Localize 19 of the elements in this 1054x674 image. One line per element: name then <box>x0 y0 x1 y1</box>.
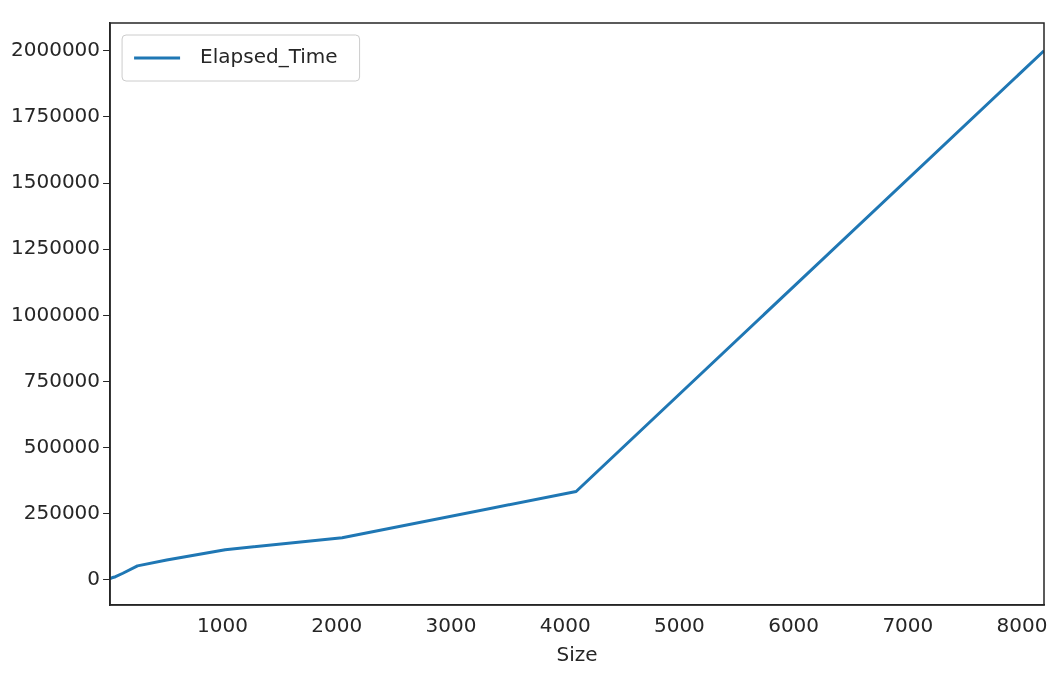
legend-label: Elapsed_Time <box>200 44 338 69</box>
y-tick-label: 1000000 <box>10 301 101 326</box>
y-tick-label: 0 <box>87 566 101 591</box>
y-tick-label: 1750000 <box>10 103 101 128</box>
y-tick-label: 2000000 <box>10 36 101 61</box>
x-tick-label: 2000 <box>311 613 363 638</box>
y-tick-label: 500000 <box>23 433 101 458</box>
x-tick-label: 7000 <box>882 613 934 638</box>
x-tick-label: 3000 <box>425 613 477 638</box>
x-tick-label: 1000 <box>197 613 248 638</box>
x-tick-label: 5000 <box>653 613 705 638</box>
y-tick-label: 1250000 <box>10 235 101 260</box>
y-tick-label: 750000 <box>23 367 101 392</box>
x-tick-label: 8000 <box>996 613 1048 638</box>
x-tick-label: 6000 <box>768 613 820 638</box>
x-axis-title: Size <box>556 642 598 667</box>
x-tick-label: 4000 <box>539 613 591 638</box>
y-tick-label: 1500000 <box>10 169 101 194</box>
y-tick-label: 250000 <box>23 499 101 524</box>
